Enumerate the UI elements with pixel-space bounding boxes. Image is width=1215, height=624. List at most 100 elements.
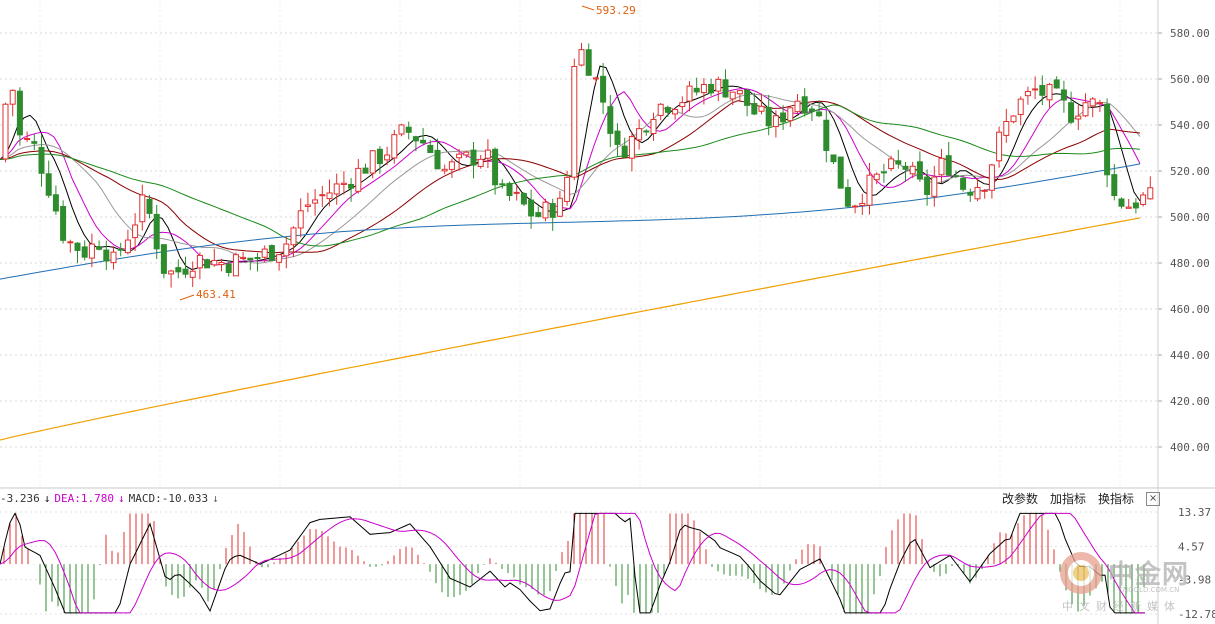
y-tick-label: 520.00 [1170, 165, 1210, 178]
candle-up [1147, 187, 1154, 200]
candle-down [31, 141, 38, 144]
macd-arrow-icon: ↓ [212, 492, 219, 505]
candle-down [247, 257, 254, 261]
candle-up [513, 191, 520, 194]
candle-down [175, 267, 182, 273]
macd-tick-label: 13.37 [1178, 506, 1211, 519]
candle-up [1075, 115, 1082, 120]
candle-down [1039, 84, 1046, 96]
candle-up [88, 243, 95, 259]
candle-up [729, 91, 736, 100]
candle-down [434, 149, 441, 170]
macd-lines [0, 512, 1145, 614]
candle-down [823, 119, 830, 151]
candle-down [96, 246, 103, 250]
candle-down [427, 144, 434, 153]
y-tick-label: 580.00 [1170, 27, 1210, 40]
candle-down [643, 130, 650, 133]
candle-down [376, 148, 383, 165]
candle-down [585, 49, 592, 76]
y-tick-label: 540.00 [1170, 119, 1210, 132]
candle-up [218, 262, 225, 266]
candle-down [1111, 174, 1118, 197]
candle-up [772, 115, 779, 128]
candle-up [189, 270, 196, 278]
candle-up [1046, 83, 1053, 101]
candle-down [621, 145, 628, 158]
candle-up [240, 256, 247, 259]
y-tick-label: 400.00 [1170, 441, 1210, 454]
candle-up [679, 102, 686, 108]
y-tick-label: 500.00 [1170, 211, 1210, 224]
macd-header: -3.236 ↓ DEA:1.780 ↓ MACD:-10.033 ↓ [0, 492, 223, 505]
candle-down [895, 160, 902, 165]
candle-up [168, 270, 175, 275]
candle-down [348, 183, 355, 189]
candle-up [2, 103, 9, 160]
candle-up [736, 90, 743, 95]
candle-up [1140, 194, 1147, 205]
candle-up [312, 199, 319, 204]
candle-up [650, 118, 657, 134]
candle-up [700, 83, 707, 94]
candle-up [384, 154, 391, 161]
candle-up [319, 194, 326, 197]
candle-up [542, 201, 549, 219]
macd-value: MACD:-10.033 [128, 492, 209, 505]
candle-up [1010, 115, 1017, 123]
watermark-sub: 中文财经新媒体 [1062, 600, 1181, 613]
candle-down [160, 244, 167, 274]
candle-down [693, 87, 700, 93]
candle-down [268, 245, 275, 261]
candle-up [996, 131, 1003, 162]
macd-grid [0, 511, 1158, 615]
dea-line [0, 512, 1145, 614]
candle-down [960, 177, 967, 190]
candle-down [744, 89, 751, 106]
candle-up [592, 77, 599, 80]
candle-up [441, 168, 448, 172]
candle-up [456, 153, 463, 159]
candle-up [196, 254, 203, 269]
candle-down [506, 182, 513, 197]
candle-up [261, 248, 268, 258]
candle-down [902, 165, 909, 170]
candle-up [484, 149, 491, 159]
ma30-line [0, 100, 1141, 254]
candle-up [859, 202, 866, 206]
candle-down [952, 175, 959, 178]
candle-down [1118, 198, 1125, 207]
y-tick-label: 440.00 [1170, 349, 1210, 362]
candle-up [398, 124, 405, 135]
candle-down [254, 256, 261, 260]
add-indicator-button[interactable]: 加指标 [1050, 492, 1087, 506]
candle-up [758, 105, 765, 112]
candle-down [225, 263, 232, 274]
candle-down [16, 90, 23, 136]
candle-down [60, 206, 67, 241]
candle-down [945, 155, 952, 176]
y-tick-label: 480.00 [1170, 257, 1210, 270]
candle-up [283, 243, 290, 257]
close-icon[interactable]: × [1146, 491, 1161, 506]
candle-up [931, 176, 938, 197]
candle-down [751, 103, 758, 115]
candle-down [405, 126, 412, 133]
dif-arrow-icon: ↓ [43, 492, 51, 505]
candle-up [888, 158, 895, 170]
macd-axis: 13.37 4.57 -3.98 -12.78 [1157, 488, 1215, 624]
candle-up [391, 134, 398, 159]
dea-value: DEA:1.780 [54, 492, 114, 505]
switch-indicator-button[interactable]: 换指标 [1098, 492, 1135, 506]
change-params-button[interactable]: 改参数 [1002, 492, 1039, 506]
candle-up [938, 157, 945, 176]
candle-up [1125, 206, 1132, 209]
candle-down [916, 161, 923, 180]
candle-down [549, 203, 556, 218]
candle-down [967, 191, 974, 196]
candle-down [880, 171, 887, 174]
ma60-line [0, 104, 1141, 247]
candle-down [844, 187, 851, 207]
ma120-line [0, 163, 1141, 280]
